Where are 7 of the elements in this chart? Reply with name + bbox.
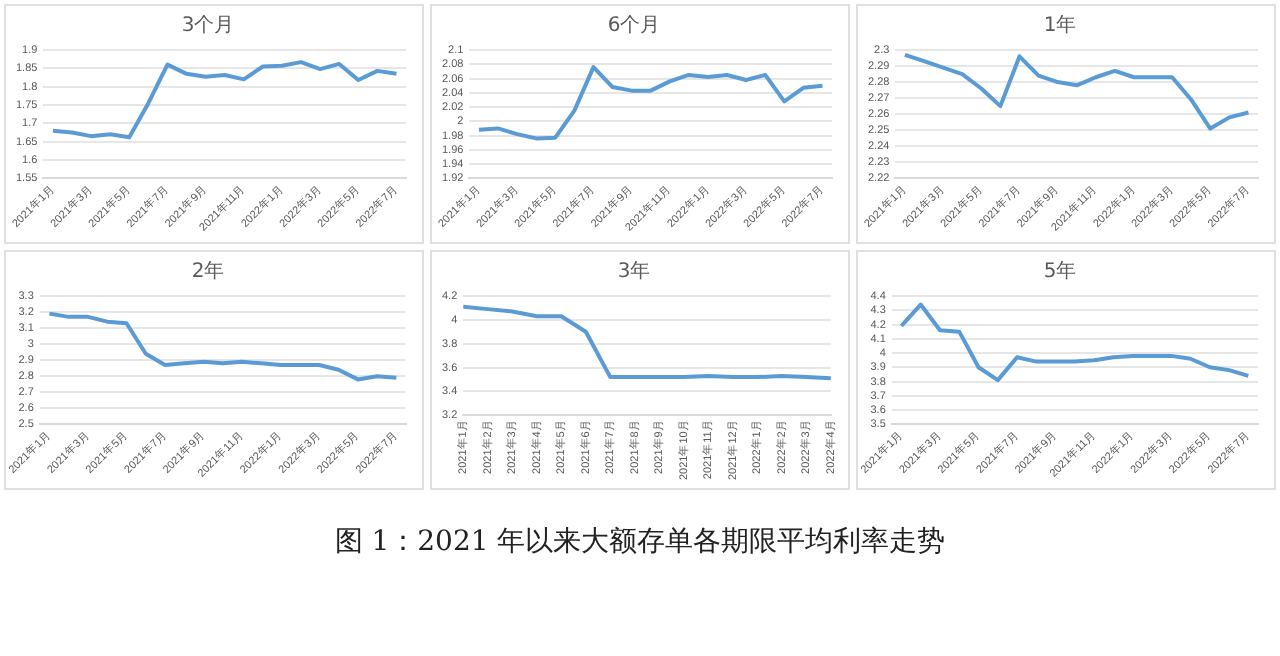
chart-title: 3个月 (181, 13, 235, 38)
chart-title: 5年 (1043, 259, 1077, 284)
chart-title: 6个月 (607, 13, 661, 38)
caption: 图 1：2021 年以来大额存单各期限平均利率走势 (332, 524, 948, 560)
chart-title: 1年 (1043, 13, 1077, 38)
chart-title: 3年 (617, 259, 651, 284)
chart-title: 2年 (191, 259, 225, 284)
